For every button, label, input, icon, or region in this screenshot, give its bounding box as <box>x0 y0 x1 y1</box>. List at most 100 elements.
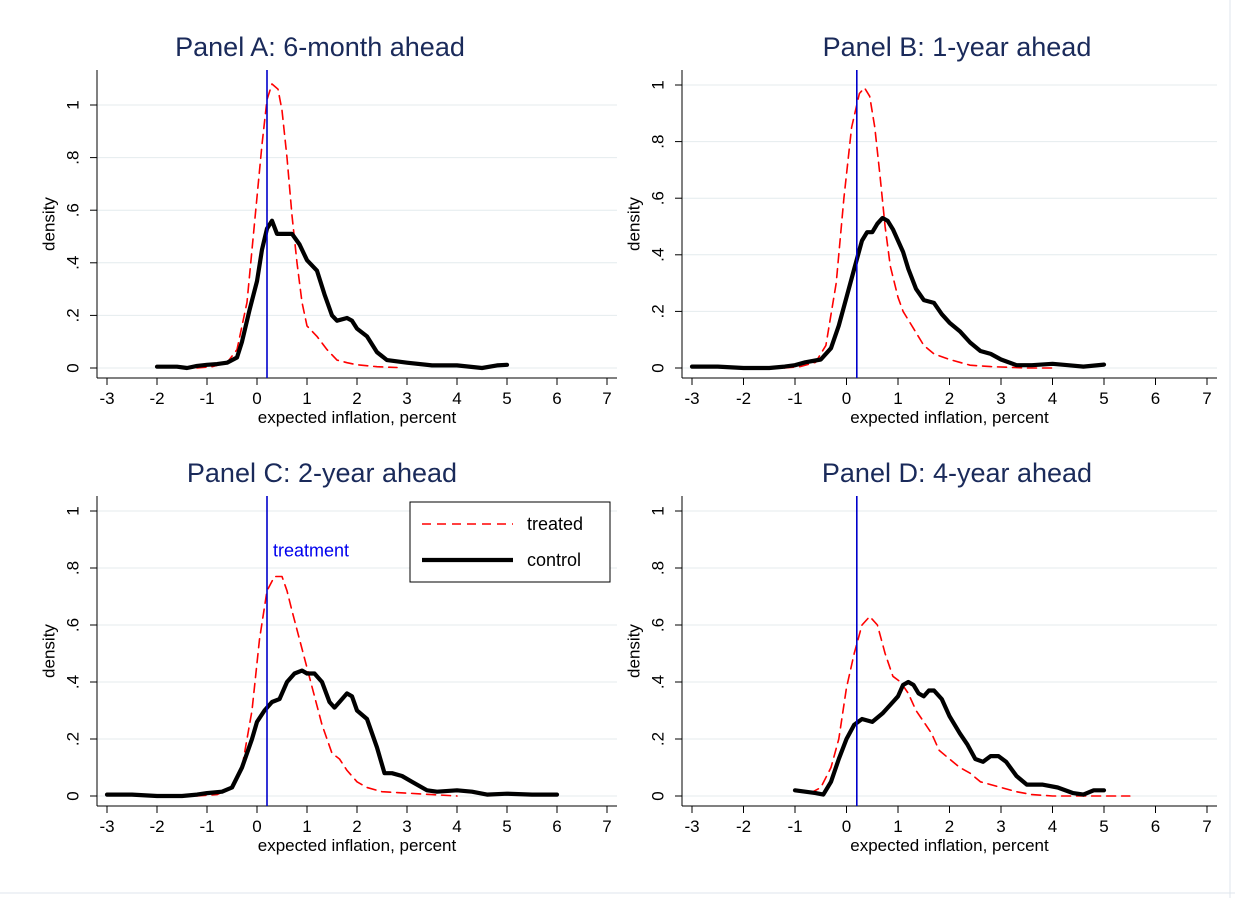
panel-a: 0 .2 .4 .6 .8 1 -3 -2 -1 0 1 2 3 4 5 6 7 expected inflati… <box>40 32 617 427</box>
x-tick-label: -2 <box>149 817 164 836</box>
x-tick-label: -3 <box>684 817 699 836</box>
series-control-line <box>104 668 560 799</box>
plot-area <box>97 70 617 378</box>
y-tick-label: 1 <box>649 80 668 89</box>
y-axis-label: density <box>40 197 59 251</box>
x-tick-label: -2 <box>736 389 751 408</box>
x-tick-label: 5 <box>1099 389 1108 408</box>
x-tick-label: 0 <box>842 389 851 408</box>
x-axis-label: expected inflation, percent <box>258 836 457 855</box>
legend-label-treated: treated <box>527 514 583 534</box>
x-tick-label: -2 <box>736 817 751 836</box>
y-axis-label: density <box>625 197 644 251</box>
x-axis-label: expected inflation, percent <box>258 408 457 427</box>
x-tick-label: -1 <box>199 817 214 836</box>
x-tick-label: 1 <box>893 817 902 836</box>
y-tick-label: .2 <box>649 732 668 746</box>
x-tick-label: 2 <box>945 389 954 408</box>
y-tick-label: .6 <box>64 618 83 632</box>
x-tick-label: 5 <box>502 817 511 836</box>
series-treated-line <box>809 615 1131 797</box>
y-tick-label: .2 <box>64 308 83 322</box>
x-tick-label: -3 <box>99 817 114 836</box>
x-tick-label: 5 <box>502 389 511 408</box>
x-tick-label: 1 <box>302 389 311 408</box>
y-tick-label: .6 <box>649 618 668 632</box>
legend-box <box>409 501 611 583</box>
y-tick-label: .8 <box>64 151 83 165</box>
panel-title: Panel D: 4-year ahead <box>822 458 1092 488</box>
x-tick-label: 3 <box>402 389 411 408</box>
y-tick-label: .8 <box>64 561 83 575</box>
y-tick-label: .6 <box>64 203 83 217</box>
y-tick-label: .2 <box>649 304 668 318</box>
x-tick-label: 0 <box>252 817 261 836</box>
series-control-line <box>689 215 1107 371</box>
x-tick-label: 7 <box>1202 389 1211 408</box>
legend-label-control: control <box>527 550 581 570</box>
y-tick-label: .4 <box>649 675 668 689</box>
x-tick-label: 4 <box>452 389 461 408</box>
y-tick-label: 0 <box>64 363 83 372</box>
series-treated-line <box>783 87 1054 369</box>
x-tick-label: -3 <box>684 389 699 408</box>
y-tick-label: 0 <box>64 791 83 800</box>
panel-b: 0 .2 .4 .6 .8 1 -3 -2 -1 0 1 2 3 4 5 6 7 expected inflati… <box>625 32 1217 427</box>
x-tick-label: -2 <box>149 389 164 408</box>
panel-title: Panel C: 2-year ahead <box>187 458 457 488</box>
x-tick-label: 3 <box>402 817 411 836</box>
x-tick-label: 4 <box>452 817 461 836</box>
x-tick-label: -1 <box>199 389 214 408</box>
plot-area <box>682 496 1217 806</box>
x-tick-label: 7 <box>602 817 611 836</box>
x-tick-label: 6 <box>552 817 561 836</box>
x-tick-label: 0 <box>842 817 851 836</box>
y-tick-label: .4 <box>649 248 668 262</box>
series-control-line <box>154 218 510 371</box>
x-tick-label: 4 <box>1048 389 1057 408</box>
y-tick-label: .2 <box>64 732 83 746</box>
series-treated-line <box>196 83 398 369</box>
x-tick-label: 2 <box>352 389 361 408</box>
y-tick-label: .6 <box>649 191 668 205</box>
y-tick-label: 1 <box>64 506 83 515</box>
x-tick-label: 2 <box>945 817 954 836</box>
y-tick-label: .4 <box>64 256 83 270</box>
series-treated-line <box>196 575 458 797</box>
x-tick-label: 5 <box>1099 817 1108 836</box>
x-tick-label: 4 <box>1048 817 1057 836</box>
panel-title: Panel A: 6-month ahead <box>175 32 465 62</box>
y-tick-label: 1 <box>649 506 668 515</box>
panels-group: 0 .2 .4 .6 .8 1 -3 -2 -1 0 1 2 3 4 5 6 7 expected inflati… <box>40 32 1217 855</box>
x-tick-label: 0 <box>252 389 261 408</box>
panel-title: Panel B: 1-year ahead <box>823 32 1092 62</box>
x-axis-label: expected inflation, percent <box>850 836 1049 855</box>
x-tick-label: 7 <box>602 389 611 408</box>
x-tick-label: -1 <box>787 817 802 836</box>
y-tick-label: .4 <box>64 675 83 689</box>
x-tick-label: 6 <box>552 389 561 408</box>
x-axis-label: expected inflation, percent <box>850 408 1049 427</box>
legend: treated control <box>409 501 611 583</box>
x-tick-label: -3 <box>99 389 114 408</box>
x-tick-label: 7 <box>1202 817 1211 836</box>
series-control-line <box>792 679 1107 797</box>
y-axis-label: density <box>40 624 59 678</box>
x-tick-label: 6 <box>1151 389 1160 408</box>
x-tick-label: 6 <box>1151 817 1160 836</box>
x-tick-label: 1 <box>893 389 902 408</box>
panel-c: 0 .2 .4 .6 .8 1 -3 -2 -1 0 1 2 3 4 5 6 7 expected inflati… <box>40 458 617 855</box>
treatment-annotation: treatment <box>273 541 349 561</box>
y-tick-label: 1 <box>64 100 83 109</box>
y-tick-label: 0 <box>649 363 668 372</box>
y-tick-label: .8 <box>649 135 668 149</box>
x-tick-label: 3 <box>996 389 1005 408</box>
x-tick-label: 1 <box>302 817 311 836</box>
plot-area <box>682 70 1217 378</box>
x-tick-label: 3 <box>996 817 1005 836</box>
y-tick-label: .8 <box>649 561 668 575</box>
y-axis-label: density <box>625 624 644 678</box>
panel-d: 0 .2 .4 .6 .8 1 -3 -2 -1 0 1 2 3 4 5 6 7 expected inflati… <box>625 458 1217 855</box>
x-tick-label: -1 <box>787 389 802 408</box>
